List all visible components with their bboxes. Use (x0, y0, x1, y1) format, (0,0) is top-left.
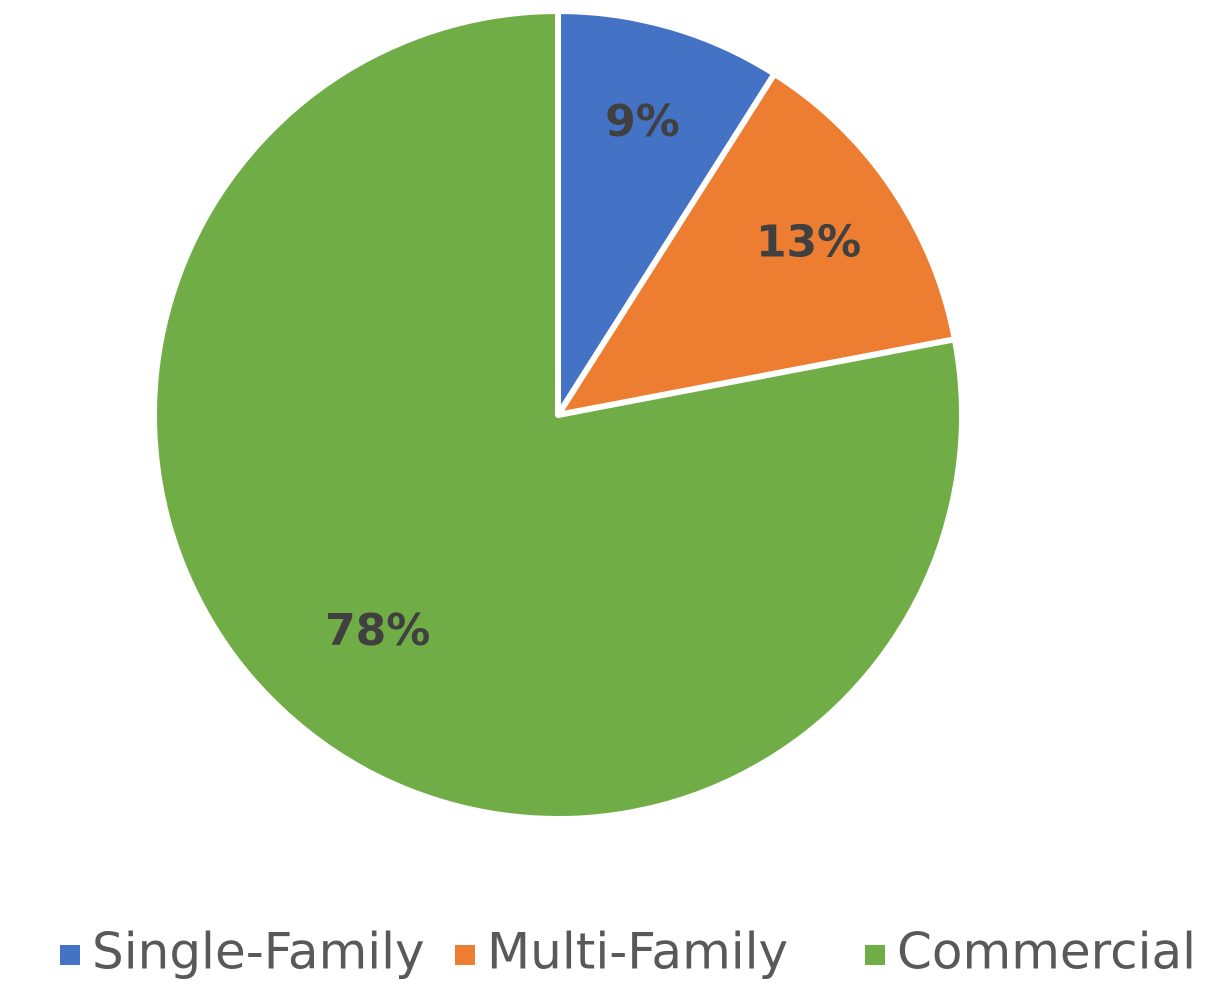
legend-swatch (455, 945, 475, 965)
pie-slice (555, 8, 778, 418)
data-label: 78% (325, 605, 430, 656)
data-label: 9% (605, 96, 680, 147)
data-label: 13% (756, 217, 861, 268)
pie-slice (555, 70, 958, 418)
legend-swatch (865, 945, 885, 965)
legend-swatch (60, 945, 80, 965)
legend-label: Single-Family (92, 923, 425, 981)
pie-slice (151, 8, 965, 822)
legend-label: Commercial (897, 923, 1196, 981)
legend-label: Multi-Family (487, 923, 788, 981)
